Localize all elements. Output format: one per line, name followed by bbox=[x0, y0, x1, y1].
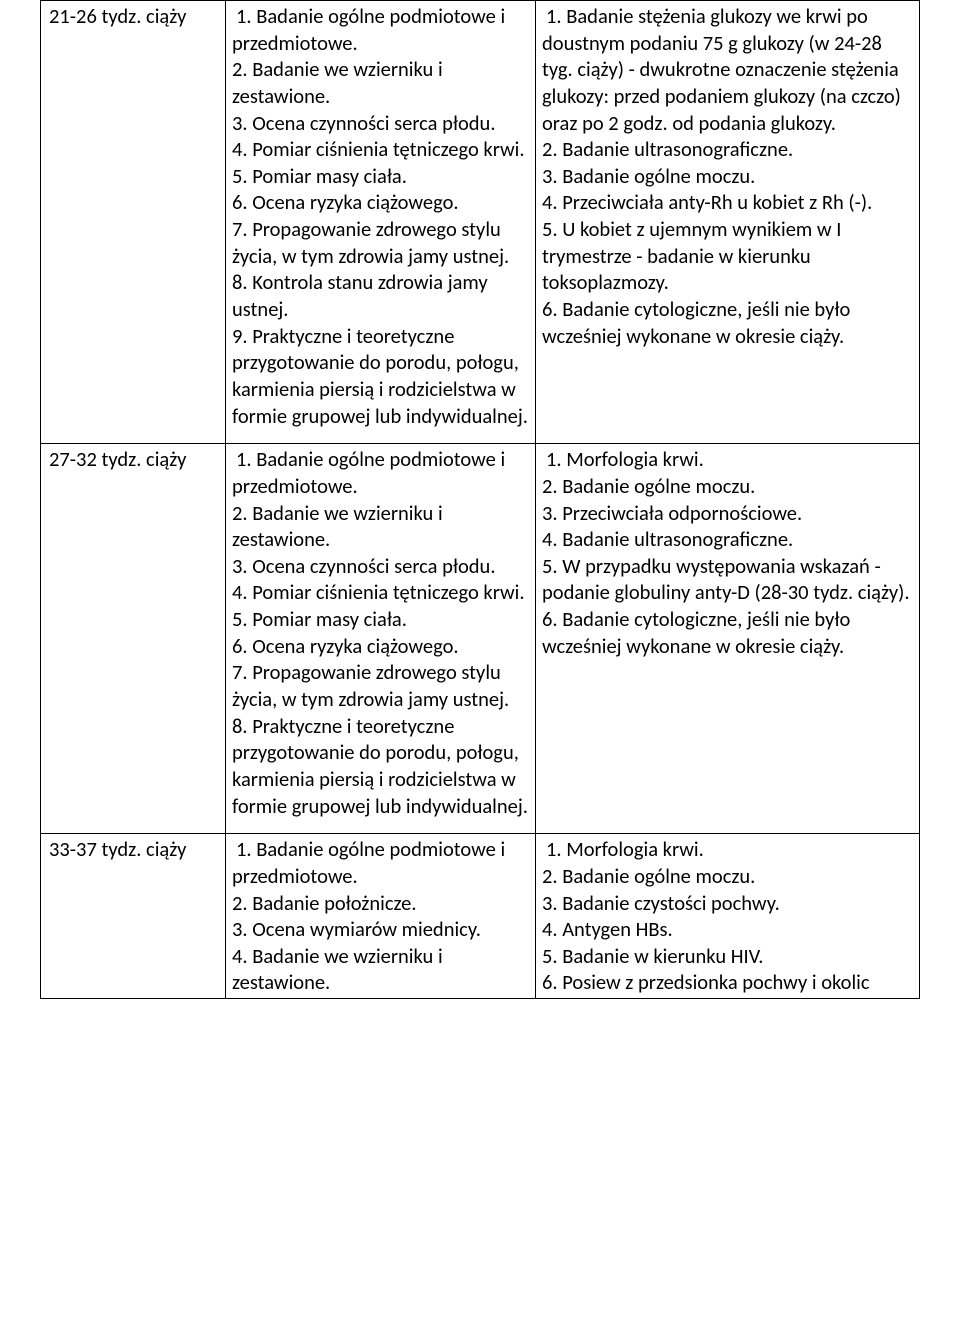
document-page: 21-26 tydz. ciąży 1. Badanie ogólne podm… bbox=[0, 0, 960, 1039]
table-row: 33-37 tydz. ciąży 1. Badanie ogólne podm… bbox=[41, 834, 920, 999]
diagnostic-tests-cell: 1. Badanie stężenia glukozy we krwi po d… bbox=[536, 1, 920, 444]
consultation-procedures-cell: 1. Badanie ogólne podmiotowe i przedmiot… bbox=[226, 444, 536, 834]
list-item: 2. Badanie ogólne moczu. bbox=[542, 473, 913, 500]
list-item: 6. Posiew z przedsionka pochwy i okolic bbox=[542, 969, 913, 996]
consultation-procedures-cell: 1. Badanie ogólne podmiotowe i przedmiot… bbox=[226, 1, 536, 444]
list-item: 5. Pomiar masy ciała. bbox=[232, 163, 529, 190]
list-item: 3. Przeciwciała odpornościowe. bbox=[542, 500, 913, 527]
list-item: 6. Badanie cytologiczne, jeśli nie było … bbox=[542, 296, 913, 349]
list-item: 4. Antygen HBs. bbox=[542, 916, 913, 943]
consultation-procedures-cell: 1. Badanie ogólne podmiotowe i przedmiot… bbox=[226, 834, 536, 999]
list-item: 4. Pomiar ciśnienia tętniczego krwi. bbox=[232, 136, 529, 163]
pregnancy-schedule-table: 21-26 tydz. ciąży 1. Badanie ogólne podm… bbox=[40, 0, 920, 999]
pregnancy-week-range: 27-32 tydz. ciąży bbox=[41, 444, 226, 834]
list-item: 8. Praktyczne i teoretyczne przygotowani… bbox=[232, 713, 529, 820]
list-item: 2. Badanie ultrasonograficzne. bbox=[542, 136, 913, 163]
list-item: 1. Morfologia krwi. bbox=[542, 446, 913, 473]
list-item: 2. Badanie położnicze. bbox=[232, 890, 529, 917]
diagnostic-tests-cell: 1. Morfologia krwi.2. Badanie ogólne moc… bbox=[536, 834, 920, 999]
list-item: 3. Badanie ogólne moczu. bbox=[542, 163, 913, 190]
list-item: 1. Badanie ogólne podmiotowe i przedmiot… bbox=[232, 3, 529, 56]
list-item: 1. Badanie ogólne podmiotowe i przedmiot… bbox=[232, 836, 529, 889]
list-item: 4. Przeciwciała anty-Rh u kobiet z Rh (-… bbox=[542, 189, 913, 216]
list-item: 6. Ocena ryzyka ciążowego. bbox=[232, 633, 529, 660]
table-row: 27-32 tydz. ciąży 1. Badanie ogólne podm… bbox=[41, 444, 920, 834]
list-item: 2. Badanie we wzierniku i zestawione. bbox=[232, 56, 529, 109]
list-item: 5. Pomiar masy ciała. bbox=[232, 606, 529, 633]
list-item: 2. Badanie ogólne moczu. bbox=[542, 863, 913, 890]
list-item: 6. Badanie cytologiczne, jeśli nie było … bbox=[542, 606, 913, 659]
pregnancy-week-range: 33-37 tydz. ciąży bbox=[41, 834, 226, 999]
table-row: 21-26 tydz. ciąży 1. Badanie ogólne podm… bbox=[41, 1, 920, 444]
list-item: 4. Badanie ultrasonograficzne. bbox=[542, 526, 913, 553]
list-item: 3. Ocena czynności serca płodu. bbox=[232, 110, 529, 137]
list-item: 5. U kobiet z ujemnym wynikiem w I tryme… bbox=[542, 216, 913, 296]
list-item: 8. Kontrola stanu zdrowia jamy ustnej. bbox=[232, 269, 529, 322]
list-item: 9. Praktyczne i teoretyczne przygotowani… bbox=[232, 323, 529, 430]
pregnancy-week-range: 21-26 tydz. ciąży bbox=[41, 1, 226, 444]
list-item: 4. Pomiar ciśnienia tętniczego krwi. bbox=[232, 579, 529, 606]
list-item: 5. W przypadku występowania wskazań - po… bbox=[542, 553, 913, 606]
list-item: 1. Morfologia krwi. bbox=[542, 836, 913, 863]
diagnostic-tests-cell: 1. Morfologia krwi.2. Badanie ogólne moc… bbox=[536, 444, 920, 834]
list-item: 5. Badanie w kierunku HIV. bbox=[542, 943, 913, 970]
list-item: 6. Ocena ryzyka ciążowego. bbox=[232, 189, 529, 216]
list-item: 1. Badanie ogólne podmiotowe i przedmiot… bbox=[232, 446, 529, 499]
list-item: 7. Propagowanie zdrowego stylu życia, w … bbox=[232, 216, 529, 269]
list-item: 3. Badanie czystości pochwy. bbox=[542, 890, 913, 917]
list-item: 3. Ocena wymiarów miednicy. bbox=[232, 916, 529, 943]
list-item: 2. Badanie we wzierniku i zestawione. bbox=[232, 500, 529, 553]
list-item: 4. Badanie we wzierniku i zestawione. bbox=[232, 943, 529, 996]
list-item: 3. Ocena czynności serca płodu. bbox=[232, 553, 529, 580]
list-item: 7. Propagowanie zdrowego stylu życia, w … bbox=[232, 659, 529, 712]
list-item: 1. Badanie stężenia glukozy we krwi po d… bbox=[542, 3, 913, 136]
